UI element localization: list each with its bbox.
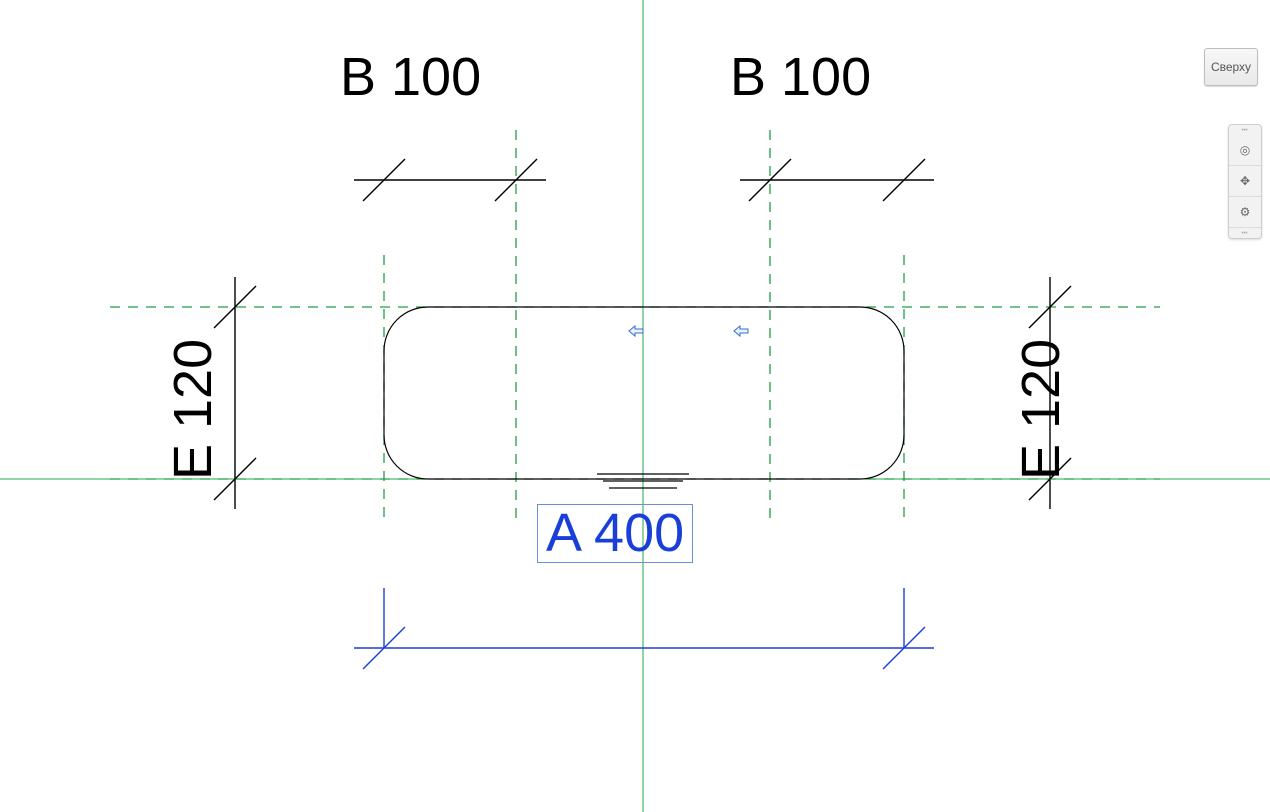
panel-grip-icon[interactable]: ┅ [1229,228,1261,238]
dimension-label-b-right[interactable]: B 100 [730,46,871,108]
dimension-label-b-left[interactable]: B 100 [340,46,481,108]
dimension-label-e-right[interactable]: E 120 [1010,339,1072,480]
navigation-panel[interactable]: ┅ ◎ ✥ ⚙ ┅ [1228,124,1262,239]
flip-arrow-left-icon[interactable] [627,324,645,338]
nav-wheel-icon[interactable]: ◎ [1229,135,1261,166]
nav-settings-icon[interactable]: ⚙ [1229,197,1261,228]
panel-grip-icon[interactable]: ┅ [1229,125,1261,135]
viewcube-top-face[interactable]: Сверху [1204,48,1258,86]
dimension-label-a-selected[interactable]: A 400 [537,504,693,563]
flip-arrow-right-icon[interactable] [732,324,750,338]
viewcube-label: Сверху [1211,60,1251,74]
dimension-label-e-left[interactable]: E 120 [162,339,224,480]
nav-pan-icon[interactable]: ✥ [1229,166,1261,197]
